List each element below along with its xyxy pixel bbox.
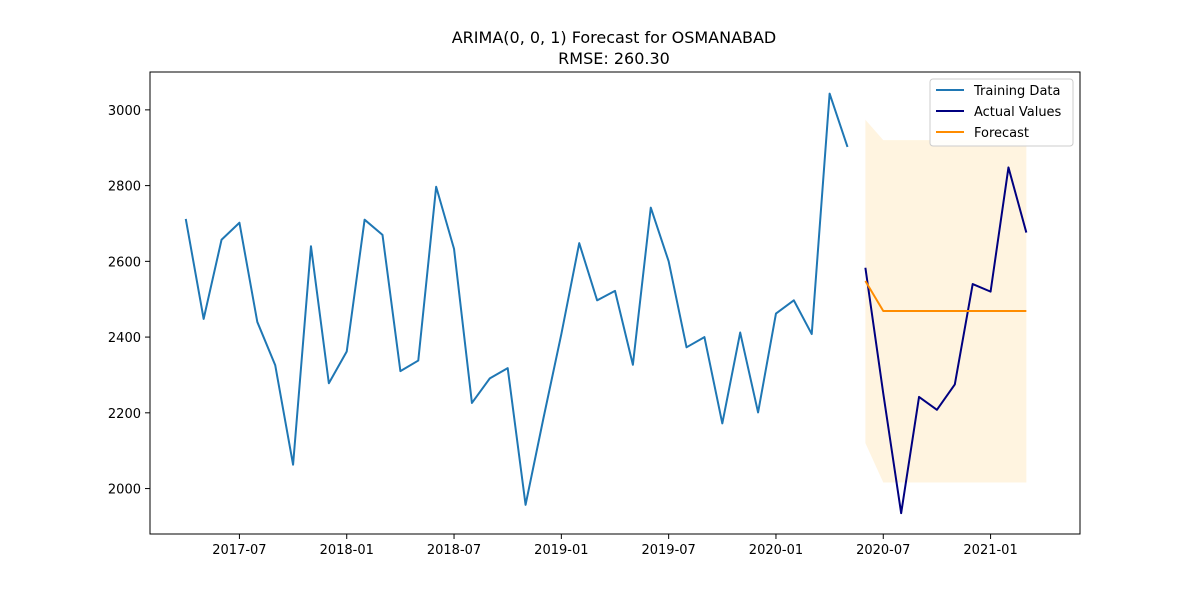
x-tick-label: 2020-01 [749,543,803,558]
axes-layer: 2017-07 2018-01 2018-07 2019-01 2019-07 2020-… [108,71,1081,558]
series-line-forecast [864,280,1027,312]
x-tick-label: 2017-07 [212,543,266,558]
y-tick-label: 3000 [108,104,141,119]
legend-label-training-data: Training Data [973,84,1060,99]
chart-title: ARIMA(0, 0, 1) Forecast for OSMANABAD [452,28,777,47]
legend: Training Data Actual Values Forecast [929,78,1074,147]
plot-frame [149,71,1081,535]
y-tick-label: 2800 [108,180,141,195]
confidence-band-layer [865,119,1027,483]
x-tick-label: 2019-01 [534,543,588,558]
legend-box [929,78,1074,147]
y-tick-label: 2400 [108,331,141,346]
legend-label-actual-values: Actual Values [974,105,1062,120]
confidence-interval-band [865,119,1027,483]
x-tick-label: 2018-01 [320,543,374,558]
series-layer [184,92,1028,515]
x-tick-label: 2018-07 [427,543,481,558]
x-tick-label: 2020-07 [856,543,910,558]
y-tick-label: 2000 [108,483,141,498]
series-line-training-data [184,92,849,506]
x-tick-label: 2019-07 [641,543,695,558]
y-tick-label: 2600 [108,255,141,270]
chart-subtitle: RMSE: 260.30 [558,49,670,68]
x-tick-label: 2021-01 [963,543,1017,558]
series-line-actual-values [864,166,1028,515]
y-tick-label: 2200 [108,407,141,422]
legend-label-forecast: Forecast [974,126,1029,141]
